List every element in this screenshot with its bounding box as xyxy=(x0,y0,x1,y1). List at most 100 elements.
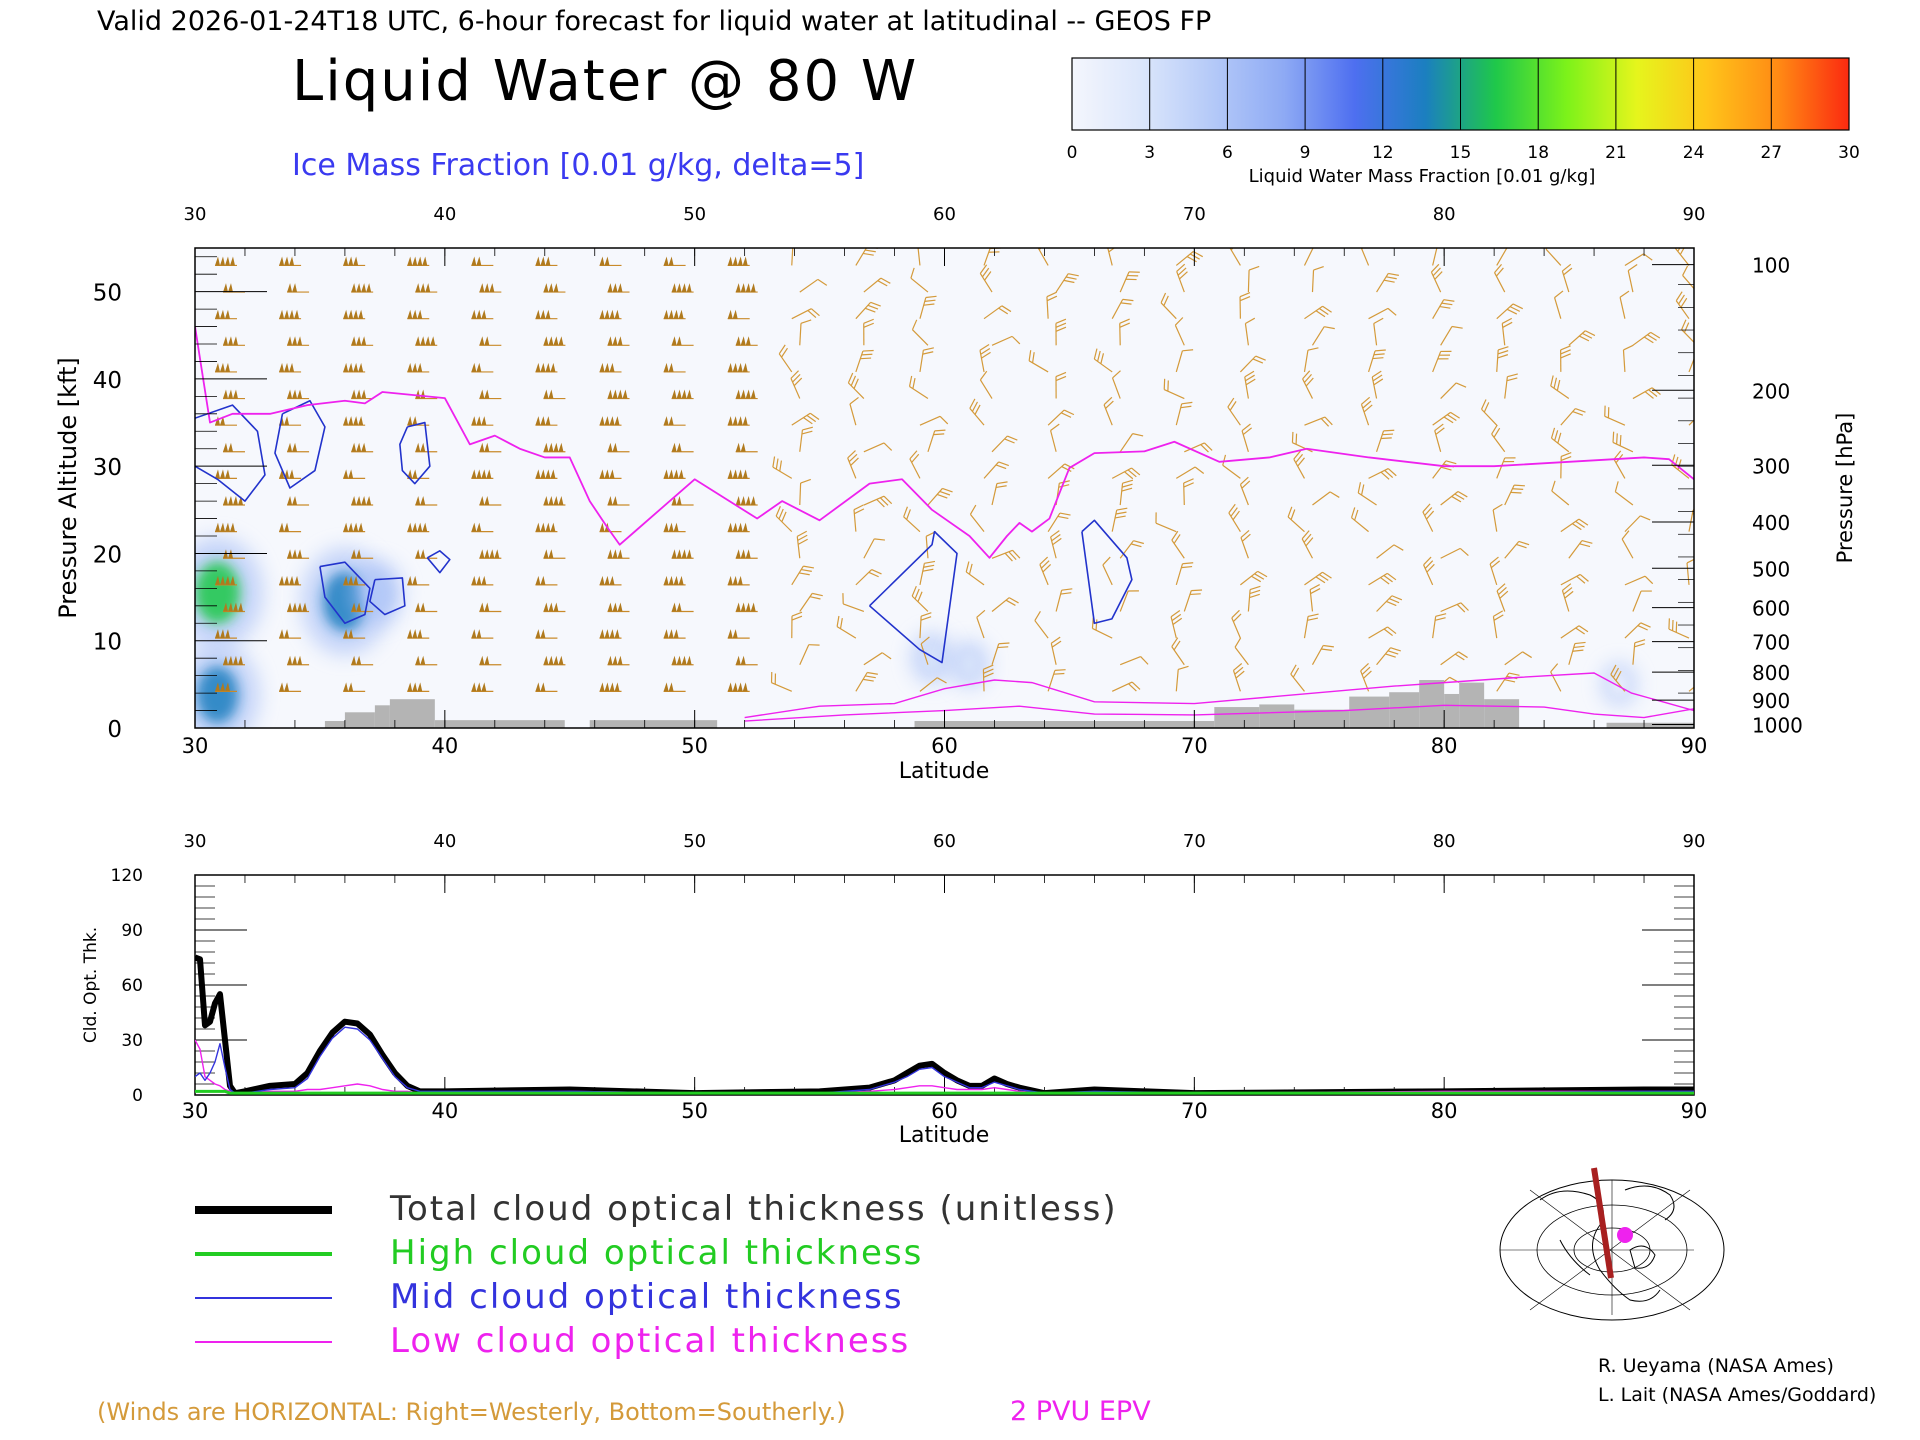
wind-barb xyxy=(1504,651,1532,666)
wind-barb xyxy=(415,283,438,293)
wind-barb xyxy=(1440,602,1469,613)
wind-barb xyxy=(1111,681,1141,692)
wind-barb xyxy=(535,469,558,479)
terrain-block xyxy=(589,720,718,728)
wind-barb xyxy=(351,602,374,613)
wind-barb xyxy=(1119,590,1139,612)
wind-barb xyxy=(965,561,985,586)
wind-barb xyxy=(671,336,694,346)
wind-barb xyxy=(663,416,686,426)
optical-thickness-panel: 30 30 40 40 50 50 60 60 70 70 80 80 90 90 0 30 60 90 120 xyxy=(111,831,1708,1123)
series-line-1 xyxy=(195,1089,1694,1095)
wind-barb xyxy=(855,349,874,373)
bottom-x-tick-label-upper: 40 xyxy=(433,831,456,852)
bottom-y-tick-label: 30 xyxy=(121,1031,143,1051)
liquid-water-field xyxy=(195,537,1637,728)
wind-barb xyxy=(407,629,430,639)
wind-barb xyxy=(471,522,494,533)
wind-barb xyxy=(1682,265,1694,293)
wind-barb xyxy=(279,362,302,373)
wind-barb xyxy=(1293,450,1306,479)
wind-barb xyxy=(778,344,793,373)
optical-thickness-series xyxy=(195,954,1694,1095)
wind-barb xyxy=(1568,540,1593,559)
wind-barb xyxy=(471,309,494,320)
wind-barb xyxy=(1304,416,1333,427)
wind-barb xyxy=(1440,490,1468,506)
wind-barb xyxy=(1632,639,1646,665)
low-pv-contour xyxy=(744,672,1694,719)
wind-barb xyxy=(919,612,932,639)
wind-barb xyxy=(976,609,986,639)
ice-contour xyxy=(399,421,431,485)
wind-barb xyxy=(1228,503,1241,532)
wind-barb xyxy=(535,629,558,639)
wind-barb xyxy=(1303,613,1319,639)
wind-barb xyxy=(1697,483,1719,510)
wind-barb xyxy=(663,575,686,586)
wind-barb xyxy=(479,602,502,613)
wind-barb xyxy=(1175,562,1194,586)
wind-barb xyxy=(663,629,686,639)
wind-barb xyxy=(1119,271,1140,293)
location-marker xyxy=(1617,1227,1633,1243)
wind-barb xyxy=(1624,575,1654,586)
liquid-water-core xyxy=(196,666,239,724)
liquid-water-core xyxy=(921,644,943,673)
colorbar-tick-label: 3 xyxy=(1144,143,1155,163)
wind-barb xyxy=(1050,636,1062,665)
wind-barb xyxy=(1111,467,1141,480)
terrain-block xyxy=(324,721,345,728)
wind-barb xyxy=(1621,530,1634,559)
wind-barb xyxy=(1303,347,1319,373)
top-x-tick-label: 90 xyxy=(1681,734,1708,758)
pressure-tick-label: 1000 xyxy=(1752,714,1803,738)
wind-barb xyxy=(791,412,820,426)
wind-barb xyxy=(471,469,494,479)
wind-barbs xyxy=(214,248,1720,692)
pressure-tick-label: 600 xyxy=(1752,597,1790,621)
wind-barb xyxy=(927,487,953,506)
colorbar-tick-label: 6 xyxy=(1222,143,1233,163)
top-x-tick-label: 40 xyxy=(431,734,458,758)
wind-barb xyxy=(663,309,686,320)
wind-barb xyxy=(599,309,622,320)
colorbar-tick-label: 24 xyxy=(1683,143,1705,163)
wind-barb xyxy=(1430,263,1443,293)
valid-time-line: Valid 2026-01-24T18 UTC, 6-hour forecast… xyxy=(97,6,1211,37)
wind-barb xyxy=(1697,586,1712,614)
wind-barb xyxy=(1432,299,1455,319)
wind-barb xyxy=(1492,503,1503,532)
wind-barb xyxy=(1697,430,1720,457)
wind-barb xyxy=(607,655,630,666)
wind-note: (Winds are HORIZONTAL: Right=Westerly, B… xyxy=(97,1398,846,1426)
wind-barb xyxy=(1312,491,1340,506)
bottom-x-tick-label: 60 xyxy=(931,1099,958,1123)
wind-barb xyxy=(343,522,366,533)
wind-barb xyxy=(983,461,1009,479)
wind-barb xyxy=(735,655,758,666)
wind-barb xyxy=(847,372,865,399)
wind-barb xyxy=(917,248,928,266)
wind-barb xyxy=(1311,266,1324,293)
wind-barb xyxy=(222,496,245,506)
wind-barb xyxy=(1440,382,1467,399)
wind-barb xyxy=(1440,651,1468,666)
wind-barb xyxy=(479,283,502,293)
wind-barb xyxy=(1055,371,1067,399)
wind-barb xyxy=(214,416,237,426)
wind-barb xyxy=(415,336,438,346)
wind-barb xyxy=(991,642,1010,665)
wind-barb xyxy=(1239,291,1251,319)
top-right-axis-label: Pressure [hPa] xyxy=(1833,413,1857,564)
terrain-block xyxy=(434,720,565,728)
ice-contour xyxy=(319,561,371,625)
wind-barb xyxy=(287,496,310,506)
wind-barb xyxy=(1175,466,1205,479)
terrain-block xyxy=(1349,696,1390,728)
wind-barb xyxy=(287,389,310,400)
wind-barb xyxy=(663,522,686,533)
wind-barb xyxy=(214,682,237,692)
wind-barb xyxy=(1612,431,1634,453)
wind-barb xyxy=(1360,396,1373,426)
